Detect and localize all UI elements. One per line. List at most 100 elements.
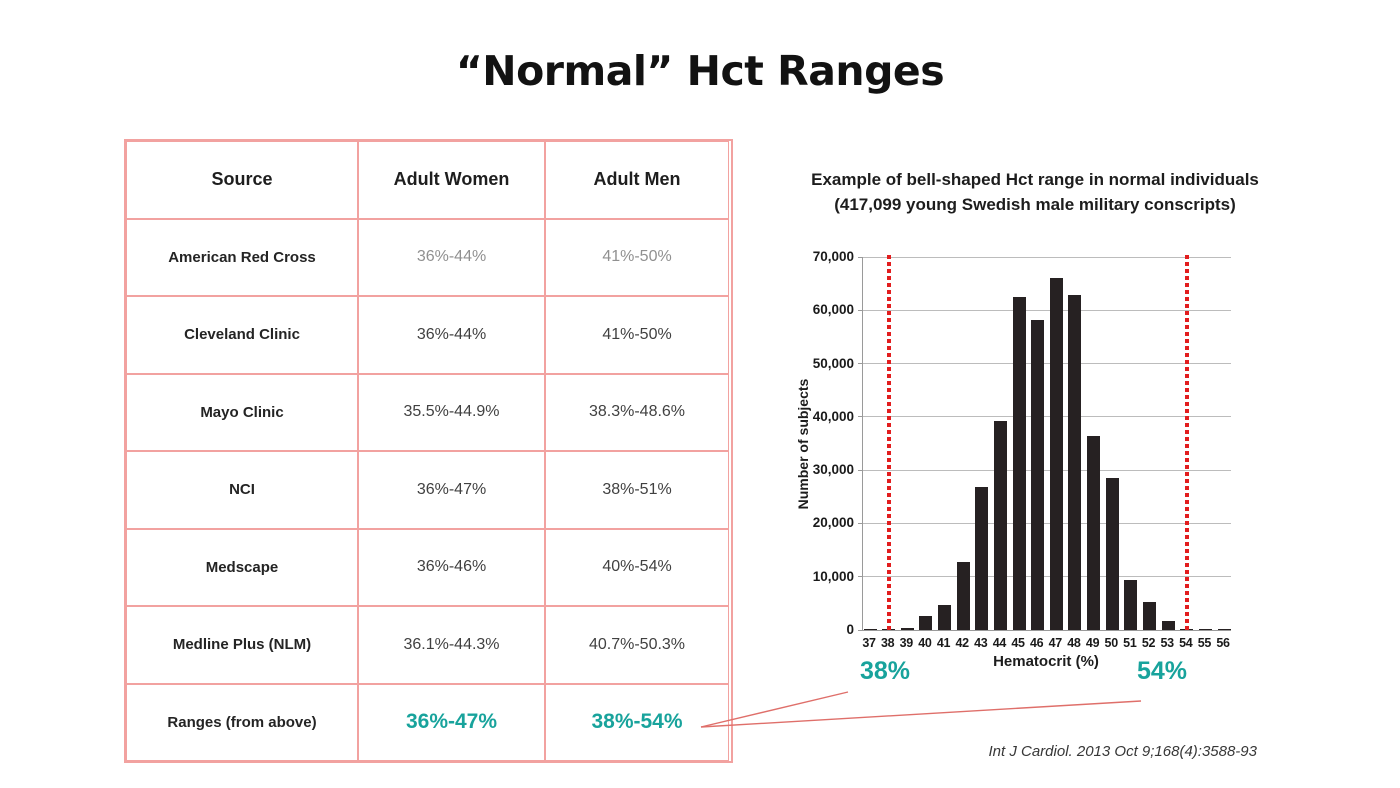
bar-hct-55 [1198, 629, 1212, 630]
connector-line-right [700, 700, 1142, 728]
bar-chart-plot-area [858, 255, 1231, 632]
bar-hct-41 [938, 605, 952, 630]
column-header-adult-women: Adult Women [358, 141, 545, 219]
reference-line-54 [1184, 255, 1189, 632]
y-tick-mark [858, 256, 863, 258]
chart-subtitle: (417,099 young Swedish male military con… [834, 194, 1236, 214]
y-tick-mark [858, 363, 863, 365]
reference-line-38 [886, 255, 891, 632]
x-tick-label: 47 [1048, 636, 1063, 650]
x-tick-label: 53 [1160, 636, 1174, 650]
bar-hct-53 [1161, 621, 1175, 630]
source-cell: Medline Plus (NLM) [126, 606, 358, 684]
x-tick-label: 48 [1067, 636, 1081, 650]
men-value-cell: 38%-51% [545, 451, 729, 529]
x-tick-label: 44 [992, 636, 1007, 650]
bar-hct-49 [1087, 436, 1101, 630]
x-tick-label: 39 [899, 636, 914, 650]
women-value-cell: 36%-47% [358, 683, 545, 761]
column-header-source: Source [126, 141, 358, 219]
lower-range-annotation: 38% [859, 657, 911, 685]
bar-hct-40 [919, 616, 933, 630]
x-tick-label: 41 [936, 636, 951, 650]
bar-hct-37 [863, 629, 877, 630]
x-tick-label: 56 [1216, 636, 1230, 650]
men-value-cell: 38.3%-48.6% [545, 373, 729, 451]
source-cell: NCI [126, 451, 358, 529]
bar-hct-44 [993, 421, 1007, 630]
y-tick-label: 70,000 [812, 249, 854, 264]
men-value-cell: 41%-50% [545, 218, 729, 296]
page-title: “Normal” Hct Ranges [455, 47, 945, 95]
source-cell: Cleveland Clinic [126, 296, 358, 374]
y-tick-label: 0 [846, 622, 854, 637]
x-tick-label: 40 [918, 636, 932, 650]
source-cell: Ranges (from above) [126, 683, 358, 761]
women-value-cell: 36%-46% [358, 528, 545, 606]
source-cell: Mayo Clinic [126, 373, 358, 451]
x-tick-label: 54 [1179, 636, 1193, 650]
column-header-adult-men: Adult Men [545, 141, 729, 219]
bar-hct-43 [975, 487, 989, 630]
source-cell: American Red Cross [126, 218, 358, 296]
gridline [863, 309, 1231, 311]
gridline [863, 469, 1231, 471]
y-tick-mark [858, 522, 863, 524]
men-value-cell: 41%-50% [545, 296, 729, 374]
bar-hct-46 [1031, 320, 1045, 630]
y-tick-mark [858, 416, 863, 418]
bar-hct-42 [956, 562, 970, 630]
x-tick-label: 52 [1141, 636, 1156, 650]
bar-hct-39 [900, 628, 914, 630]
y-tick-mark [858, 629, 863, 631]
x-tick-label: 38 [880, 636, 895, 650]
x-axis-label: Hematocrit (%) [993, 653, 1099, 670]
y-tick-label: 60,000 [812, 302, 854, 318]
gridline [863, 256, 1231, 258]
y-tick-mark [858, 469, 863, 471]
citation: Int J Cardiol. 2013 Oct 9;168(4):3588-93 [988, 743, 1258, 760]
men-value-cell: 40%-54% [545, 528, 729, 606]
women-value-cell: 36%-47% [358, 451, 545, 529]
chart-title: Example of bell-shaped Hct range in norm… [811, 170, 1259, 189]
upper-range-annotation: 54% [1136, 657, 1188, 685]
gridline [863, 576, 1231, 578]
bar-hct-52 [1142, 602, 1156, 630]
x-tick-label: 46 [1030, 636, 1044, 650]
x-tick-label: 42 [955, 636, 970, 650]
x-tick-label: 45 [1011, 636, 1025, 650]
women-value-cell: 35.5%-44.9% [358, 373, 545, 451]
source-cell: Medscape [126, 528, 358, 606]
y-tick-label: 10,000 [812, 568, 854, 584]
gridline [863, 363, 1231, 365]
bar-hct-51 [1124, 580, 1138, 630]
x-tick-label: 37 [862, 636, 876, 650]
hct-ranges-table: Source Adult Women Adult Men American Red C… [124, 139, 733, 763]
y-tick-label: 30,000 [812, 462, 854, 478]
bar-hct-56 [1217, 629, 1231, 630]
y-tick-mark [858, 576, 863, 578]
gridline [863, 416, 1231, 418]
bar-hct-50 [1105, 478, 1119, 630]
bar-hct-47 [1049, 278, 1063, 630]
bar-hct-45 [1012, 297, 1026, 630]
bar-hct-48 [1068, 295, 1082, 630]
x-tick-label: 55 [1197, 636, 1212, 650]
y-tick-label: 20,000 [812, 515, 854, 531]
x-tick-label: 51 [1123, 636, 1137, 650]
men-value-cell: 38%-54% [545, 683, 729, 761]
gridline [863, 522, 1231, 524]
women-value-cell: 36%-44% [358, 218, 545, 296]
y-tick-label: 40,000 [812, 408, 854, 424]
women-value-cell: 36.1%-44.3% [358, 606, 545, 684]
x-tick-label: 50 [1104, 636, 1119, 650]
women-value-cell: 36%-44% [358, 296, 545, 374]
chart-heading: Example of bell-shaped Hct range in norm… [762, 168, 1308, 217]
men-value-cell: 40.7%-50.3% [545, 606, 729, 684]
y-tick-mark [858, 309, 863, 311]
x-tick-label: 49 [1085, 636, 1100, 650]
y-tick-label: 50,000 [812, 355, 854, 371]
y-axis-label: Number of subjects [795, 378, 811, 510]
x-tick-label: 43 [974, 636, 988, 650]
